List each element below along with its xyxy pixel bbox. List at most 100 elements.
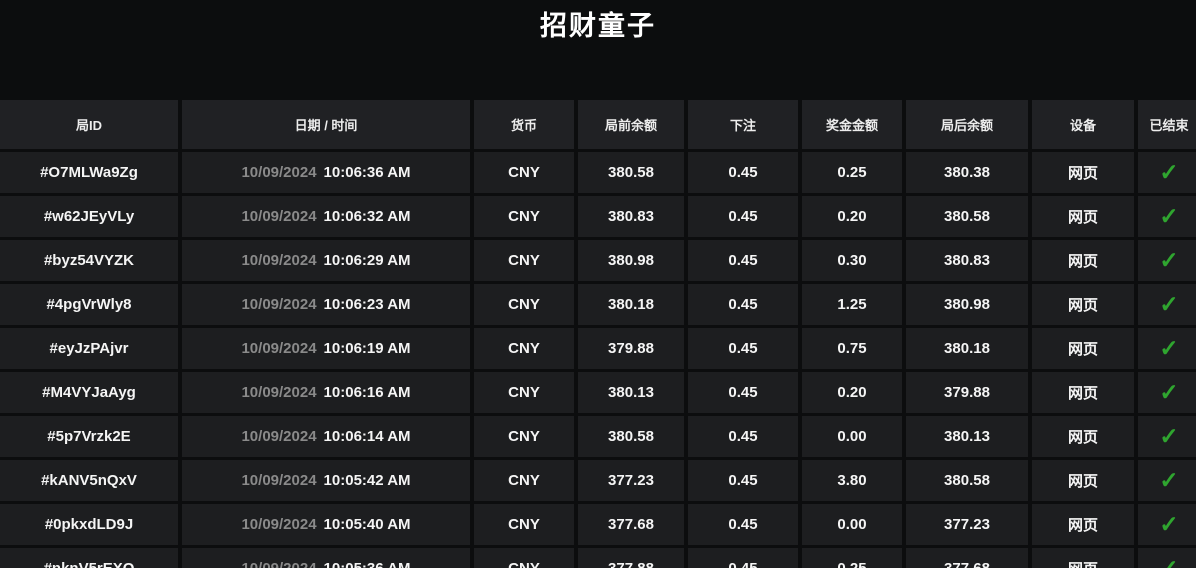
bet-cell: 0.45 (688, 152, 798, 193)
round-id-cell: #O7MLWa9Zg (0, 152, 178, 193)
balance-after-cell: 380.58 (906, 196, 1028, 237)
datetime-cell: 10/09/2024 10:05:36 AM (182, 548, 470, 568)
date-text: 10/09/2024 (241, 428, 317, 445)
device-cell: 网页 (1032, 372, 1134, 413)
column-header-device: 设备 (1032, 100, 1134, 149)
date-text: 10/09/2024 (241, 164, 317, 181)
date-text: 10/09/2024 (241, 516, 317, 533)
prize-cell: 0.20 (802, 196, 902, 237)
bet-cell: 0.45 (688, 328, 798, 369)
prize-cell: 0.25 (802, 548, 902, 568)
round-id-cell: #byz54VYZK (0, 240, 178, 281)
history-table-container: 局ID 日期 / 时间 货币 局前余额 下注 奖金金额 局后余额 设备 已结束 … (0, 100, 1196, 568)
table-row: #4pgVrWly8 10/09/2024 10:06:23 AM CNY 380… (0, 284, 1196, 325)
table-row: #M4VYJaAyg 10/09/2024 10:06:16 AM CNY 380… (0, 372, 1196, 413)
device-cell: 网页 (1032, 460, 1134, 501)
page-title: 招财童子 (540, 11, 656, 41)
balance-before-cell: 379.88 (578, 328, 684, 369)
datetime-cell: 10/09/2024 10:06:32 AM (182, 196, 470, 237)
finished-cell: ✓ (1138, 240, 1196, 281)
balance-before-cell: 380.18 (578, 284, 684, 325)
finished-cell: ✓ (1138, 372, 1196, 413)
table-body: #O7MLWa9Zg 10/09/2024 10:06:36 AM CNY 380… (0, 152, 1196, 568)
prize-cell: 0.00 (802, 416, 902, 457)
table-row: #eyJzPAjvr 10/09/2024 10:06:19 AM CNY 379… (0, 328, 1196, 369)
balance-after-cell: 380.83 (906, 240, 1028, 281)
table-row: #nknV5rEXQ 10/09/2024 10:05:36 AM CNY 377… (0, 548, 1196, 568)
finished-check-icon: ✓ (1159, 291, 1179, 317)
device-cell: 网页 (1032, 240, 1134, 281)
balance-before-cell: 380.13 (578, 372, 684, 413)
bet-cell: 0.45 (688, 372, 798, 413)
device-cell: 网页 (1032, 416, 1134, 457)
datetime-cell: 10/09/2024 10:06:23 AM (182, 284, 470, 325)
finished-check-icon: ✓ (1159, 159, 1179, 185)
bet-cell: 0.45 (688, 504, 798, 545)
round-id-cell: #eyJzPAjvr (0, 328, 178, 369)
finished-check-icon: ✓ (1159, 379, 1179, 405)
game-history-table: 局ID 日期 / 时间 货币 局前余额 下注 奖金金额 局后余额 设备 已结束 … (0, 100, 1196, 568)
device-cell: 网页 (1032, 548, 1134, 568)
finished-cell: ✓ (1138, 196, 1196, 237)
currency-cell: CNY (474, 196, 574, 237)
balance-before-cell: 380.83 (578, 196, 684, 237)
table-row: #byz54VYZK 10/09/2024 10:06:29 AM CNY 380… (0, 240, 1196, 281)
device-cell: 网页 (1032, 152, 1134, 193)
currency-cell: CNY (474, 152, 574, 193)
currency-cell: CNY (474, 460, 574, 501)
device-cell: 网页 (1032, 328, 1134, 369)
time-text: 10:06:19 AM (323, 340, 411, 357)
finished-check-icon: ✓ (1159, 423, 1179, 449)
currency-cell: CNY (474, 548, 574, 568)
time-text: 10:06:23 AM (323, 296, 411, 313)
currency-cell: CNY (474, 372, 574, 413)
round-id-cell: #nknV5rEXQ (0, 548, 178, 568)
time-text: 10:06:16 AM (323, 384, 411, 401)
prize-cell: 0.20 (802, 372, 902, 413)
time-text: 10:06:14 AM (323, 428, 411, 445)
table-row: #O7MLWa9Zg 10/09/2024 10:06:36 AM CNY 380… (0, 152, 1196, 193)
finished-check-icon: ✓ (1159, 335, 1179, 361)
date-text: 10/09/2024 (241, 208, 317, 225)
time-text: 10:06:36 AM (323, 164, 411, 181)
bet-cell: 0.45 (688, 284, 798, 325)
finished-check-icon: ✓ (1159, 555, 1179, 568)
bet-cell: 0.45 (688, 240, 798, 281)
balance-before-cell: 377.68 (578, 504, 684, 545)
prize-cell: 0.25 (802, 152, 902, 193)
prize-cell: 1.25 (802, 284, 902, 325)
column-header-prize: 奖金金额 (802, 100, 902, 149)
device-cell: 网页 (1032, 196, 1134, 237)
date-text: 10/09/2024 (241, 296, 317, 313)
bet-cell: 0.45 (688, 416, 798, 457)
prize-cell: 0.30 (802, 240, 902, 281)
time-text: 10:06:29 AM (323, 252, 411, 269)
bet-cell: 0.45 (688, 196, 798, 237)
datetime-cell: 10/09/2024 10:06:14 AM (182, 416, 470, 457)
datetime-cell: 10/09/2024 10:06:29 AM (182, 240, 470, 281)
finished-check-icon: ✓ (1159, 511, 1179, 537)
round-id-cell: #w62JEyVLy (0, 196, 178, 237)
time-text: 10:06:32 AM (323, 208, 411, 225)
currency-cell: CNY (474, 504, 574, 545)
prize-cell: 0.75 (802, 328, 902, 369)
finished-cell: ✓ (1138, 504, 1196, 545)
finished-check-icon: ✓ (1159, 203, 1179, 229)
column-header-balance-before: 局前余额 (578, 100, 684, 149)
time-text: 10:05:42 AM (323, 472, 411, 489)
table-row: #kANV5nQxV 10/09/2024 10:05:42 AM CNY 377… (0, 460, 1196, 501)
round-id-cell: #5p7Vrzk2E (0, 416, 178, 457)
currency-cell: CNY (474, 284, 574, 325)
balance-before-cell: 380.98 (578, 240, 684, 281)
column-header-currency: 货币 (474, 100, 574, 149)
round-id-cell: #4pgVrWly8 (0, 284, 178, 325)
device-cell: 网页 (1032, 284, 1134, 325)
datetime-cell: 10/09/2024 10:06:19 AM (182, 328, 470, 369)
datetime-cell: 10/09/2024 10:06:36 AM (182, 152, 470, 193)
table-row: #w62JEyVLy 10/09/2024 10:06:32 AM CNY 380… (0, 196, 1196, 237)
prize-cell: 0.00 (802, 504, 902, 545)
datetime-cell: 10/09/2024 10:05:40 AM (182, 504, 470, 545)
balance-before-cell: 380.58 (578, 416, 684, 457)
date-text: 10/09/2024 (241, 560, 316, 568)
time-text: 10:05:40 AM (323, 516, 411, 533)
